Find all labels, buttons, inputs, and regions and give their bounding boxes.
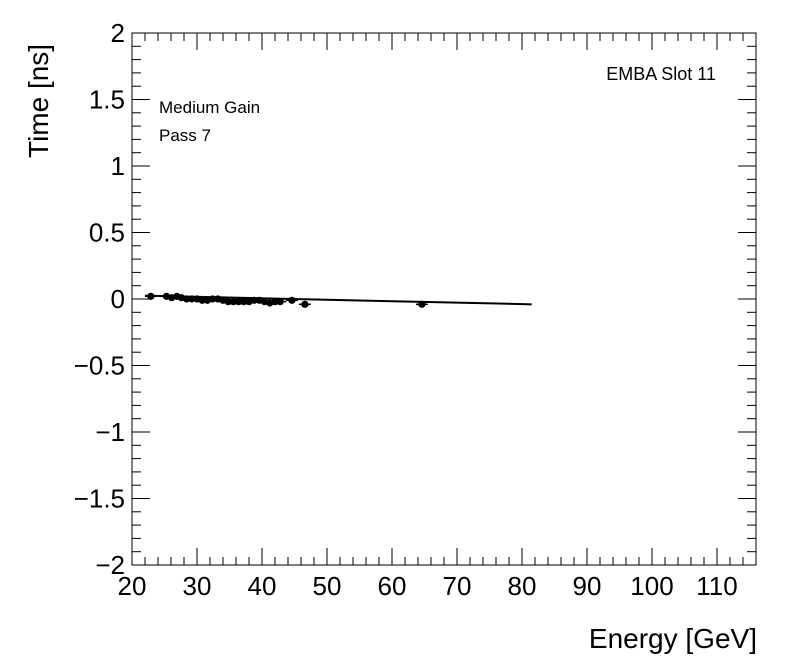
y-tick-label: −1	[95, 417, 125, 447]
data-point	[298, 300, 311, 308]
y-tick-label: 0.5	[89, 218, 125, 248]
x-tick-labels: 20 30 40 50 60 70 80 90 100 110	[118, 571, 738, 601]
data-point	[285, 296, 298, 304]
x-tick-label: 60	[378, 571, 407, 601]
x-tick-label: 100	[630, 571, 673, 601]
y-tick-labels: −2 −1.5 −1 −0.5 0 0.5 1 1.5 2	[74, 18, 125, 580]
data-points	[144, 292, 428, 308]
data-point-marker	[147, 292, 155, 300]
x-tick-label: 50	[313, 571, 342, 601]
x-tick-label: 30	[183, 571, 212, 601]
x-tick-label: 70	[443, 571, 472, 601]
data-point-marker	[418, 300, 426, 308]
x-tick-label: 110	[696, 571, 737, 601]
data-point	[274, 298, 287, 306]
x-tick-label: 20	[118, 571, 147, 601]
x-tick-label: 40	[248, 571, 277, 601]
fit-line	[144, 294, 532, 306]
data-point-marker	[288, 296, 296, 304]
y-tick-label: 1	[111, 151, 125, 181]
y-tick-label: 0	[111, 284, 125, 314]
y-tick-label: 2	[111, 18, 125, 48]
y-tick-label: −1.5	[74, 484, 125, 514]
data-point-marker	[301, 300, 309, 308]
x-tick-label: 90	[573, 571, 602, 601]
pass-annotation: Pass 7	[159, 126, 211, 145]
y-tick-label: −0.5	[74, 351, 125, 381]
y-tick-label: −2	[95, 550, 125, 580]
data-point-marker	[276, 298, 284, 306]
fit-line-group	[144, 294, 532, 306]
y-axis-label: Time [ns]	[23, 44, 54, 158]
axis-ticks	[131, 32, 757, 566]
x-tick-label: 80	[508, 571, 537, 601]
x-axis-label: Energy [GeV]	[589, 623, 757, 654]
slot-annotation: EMBA Slot 11	[606, 64, 716, 84]
y-tick-label: 1.5	[89, 85, 125, 115]
gain-annotation: Medium Gain	[159, 98, 260, 117]
data-point	[415, 300, 428, 308]
data-point	[144, 292, 157, 300]
